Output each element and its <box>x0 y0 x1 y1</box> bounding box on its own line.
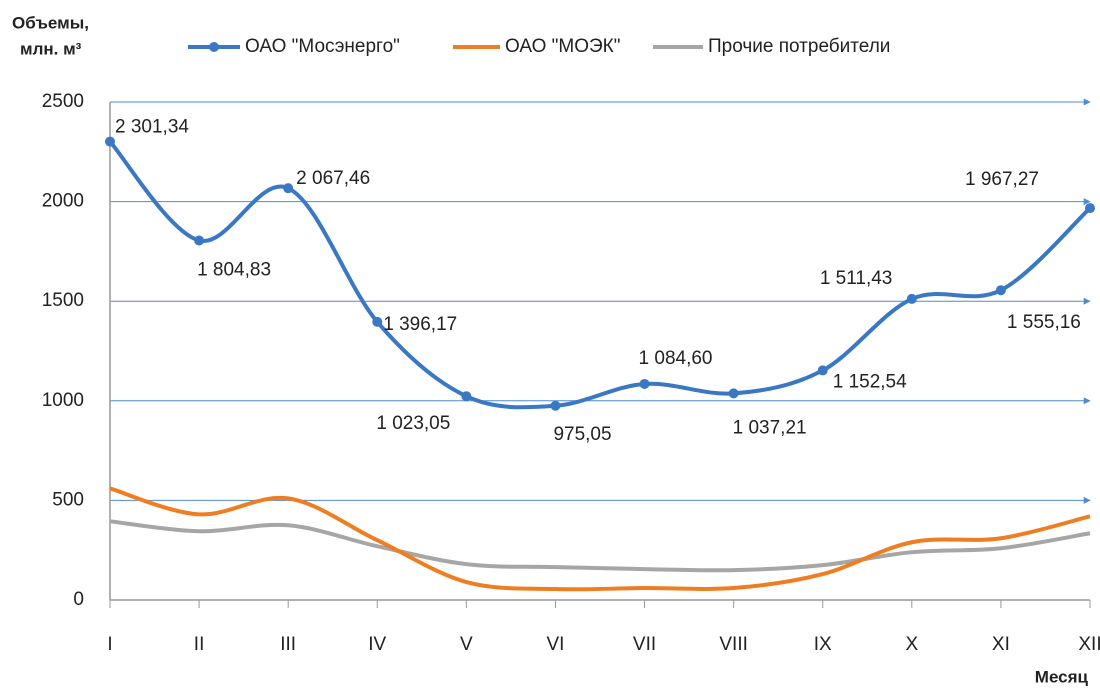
x-tick-label: XI <box>992 634 1010 655</box>
legend-label: ОАО "Мосэнерго" <box>245 36 400 57</box>
series-line <box>109 519 1091 573</box>
x-tick-label: VIII <box>719 634 748 655</box>
legend-label: ОАО "МОЭК" <box>505 36 621 57</box>
point <box>372 316 383 327</box>
x-tick-label: XII <box>1078 634 1100 655</box>
y-axis-label: млн. м³ <box>20 39 82 58</box>
x-tick-label: IX <box>814 634 832 655</box>
point <box>194 235 205 246</box>
y-tick-label: 2500 <box>42 91 84 112</box>
data-label: 2 067,46 <box>296 168 370 189</box>
point <box>728 388 739 399</box>
y-tick-label: 1500 <box>42 290 84 311</box>
point <box>105 136 115 147</box>
point <box>817 365 828 376</box>
point <box>639 378 650 389</box>
data-label: 1 152,54 <box>833 371 907 392</box>
data-label: 1 555,16 <box>1007 312 1081 333</box>
y-tick-label: 500 <box>52 489 84 510</box>
data-label: 1 396,17 <box>383 314 457 335</box>
y-tick-label: 2000 <box>42 191 84 212</box>
point <box>906 293 917 304</box>
legend-label: Прочие потребители <box>708 36 890 57</box>
point <box>283 183 294 194</box>
data-label: 1 084,60 <box>639 348 713 369</box>
x-tick-label: III <box>280 634 296 655</box>
x-tick-label: IV <box>368 634 386 655</box>
point <box>461 391 472 402</box>
x-axis-label: Месяц <box>1035 667 1089 686</box>
y-tick-label: 1000 <box>42 390 84 411</box>
data-label: 1 037,21 <box>733 417 807 438</box>
y-tick-label: 0 <box>73 589 84 610</box>
series-line <box>109 486 1091 592</box>
data-label: 1 967,27 <box>965 169 1039 190</box>
point <box>995 285 1006 296</box>
data-label: 1 804,83 <box>197 259 271 280</box>
legend-marker <box>209 42 219 52</box>
x-tick-label: II <box>194 634 205 655</box>
x-tick-label: I <box>107 634 112 655</box>
x-tick-label: VII <box>633 634 656 655</box>
point <box>550 400 561 411</box>
data-label: 1 023,05 <box>376 413 450 434</box>
x-tick-label: V <box>460 634 473 655</box>
series-line <box>108 140 1092 410</box>
y-axis-label: Объемы, <box>12 13 89 32</box>
x-tick-label: VI <box>546 634 564 655</box>
data-label: 1 511,43 <box>820 268 893 289</box>
x-tick-label: X <box>905 634 918 655</box>
data-label: 975,05 <box>553 424 611 445</box>
point <box>1085 203 1095 214</box>
data-label: 2 301,34 <box>115 117 189 138</box>
